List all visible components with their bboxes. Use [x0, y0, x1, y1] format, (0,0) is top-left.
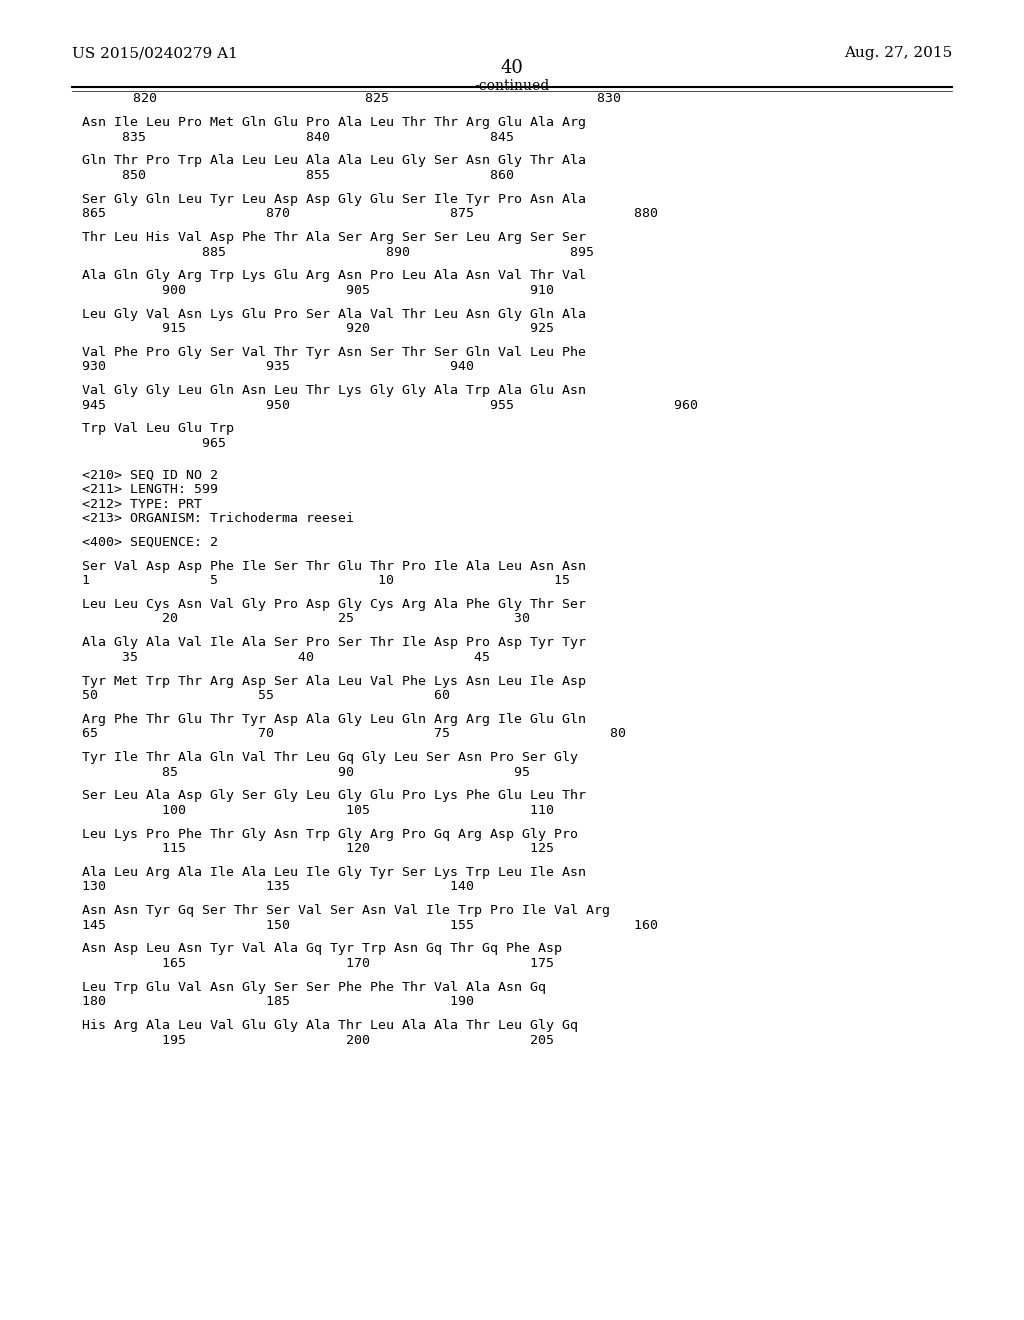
Text: Asn Asn Tyr Gq Ser Thr Ser Val Ser Asn Val Ile Trp Pro Ile Val Arg: Asn Asn Tyr Gq Ser Thr Ser Val Ser Asn V…: [82, 904, 610, 917]
Text: 180                    185                    190: 180 185 190: [82, 995, 474, 1008]
Text: 835                    840                    845: 835 840 845: [82, 131, 514, 144]
Text: 820                          825                          830: 820 825 830: [133, 92, 622, 106]
Text: 50                    55                    60: 50 55 60: [82, 689, 450, 702]
Text: <212> TYPE: PRT: <212> TYPE: PRT: [82, 498, 202, 511]
Text: 115                    120                    125: 115 120 125: [82, 842, 554, 855]
Text: 945                    950                         955                    960: 945 950 955 960: [82, 399, 698, 412]
Text: His Arg Ala Leu Val Glu Gly Ala Thr Leu Ala Ala Thr Leu Gly Gq: His Arg Ala Leu Val Glu Gly Ala Thr Leu …: [82, 1019, 578, 1032]
Text: Ala Leu Arg Ala Ile Ala Leu Ile Gly Tyr Ser Lys Trp Leu Ile Asn: Ala Leu Arg Ala Ile Ala Leu Ile Gly Tyr …: [82, 866, 586, 879]
Text: Arg Phe Thr Glu Thr Tyr Asp Ala Gly Leu Gln Arg Arg Ile Glu Gln: Arg Phe Thr Glu Thr Tyr Asp Ala Gly Leu …: [82, 713, 586, 726]
Text: 165                    170                    175: 165 170 175: [82, 957, 554, 970]
Text: Ser Gly Gln Leu Tyr Leu Asp Asp Gly Glu Ser Ile Tyr Pro Asn Ala: Ser Gly Gln Leu Tyr Leu Asp Asp Gly Glu …: [82, 193, 586, 206]
Text: 865                    870                    875                    880: 865 870 875 880: [82, 207, 657, 220]
Text: Asn Ile Leu Pro Met Gln Glu Pro Ala Leu Thr Thr Arg Glu Ala Arg: Asn Ile Leu Pro Met Gln Glu Pro Ala Leu …: [82, 116, 586, 129]
Text: US 2015/0240279 A1: US 2015/0240279 A1: [72, 46, 238, 61]
Text: 1               5                    10                    15: 1 5 10 15: [82, 574, 570, 587]
Text: 930                    935                    940: 930 935 940: [82, 360, 474, 374]
Text: Val Phe Pro Gly Ser Val Thr Tyr Asn Ser Thr Ser Gln Val Leu Phe: Val Phe Pro Gly Ser Val Thr Tyr Asn Ser …: [82, 346, 586, 359]
Text: 965: 965: [82, 437, 226, 450]
Text: Leu Lys Pro Phe Thr Gly Asn Trp Gly Arg Pro Gq Arg Asp Gly Pro: Leu Lys Pro Phe Thr Gly Asn Trp Gly Arg …: [82, 828, 578, 841]
Text: Thr Leu His Val Asp Phe Thr Ala Ser Arg Ser Ser Leu Arg Ser Ser: Thr Leu His Val Asp Phe Thr Ala Ser Arg …: [82, 231, 586, 244]
Text: 20                    25                    30: 20 25 30: [82, 612, 530, 626]
Text: Aug. 27, 2015: Aug. 27, 2015: [844, 46, 952, 61]
Text: 65                    70                    75                    80: 65 70 75 80: [82, 727, 626, 741]
Text: Ser Val Asp Asp Phe Ile Ser Thr Glu Thr Pro Ile Ala Leu Asn Asn: Ser Val Asp Asp Phe Ile Ser Thr Glu Thr …: [82, 560, 586, 573]
Text: Ser Leu Ala Asp Gly Ser Gly Leu Gly Glu Pro Lys Phe Glu Leu Thr: Ser Leu Ala Asp Gly Ser Gly Leu Gly Glu …: [82, 789, 586, 803]
Text: <210> SEQ ID NO 2: <210> SEQ ID NO 2: [82, 469, 218, 482]
Text: 145                    150                    155                    160: 145 150 155 160: [82, 919, 657, 932]
Text: <211> LENGTH: 599: <211> LENGTH: 599: [82, 483, 218, 496]
Text: <400> SEQUENCE: 2: <400> SEQUENCE: 2: [82, 536, 218, 549]
Text: Trp Val Leu Glu Trp: Trp Val Leu Glu Trp: [82, 422, 233, 436]
Text: Val Gly Gly Leu Gln Asn Leu Thr Lys Gly Gly Ala Trp Ala Glu Asn: Val Gly Gly Leu Gln Asn Leu Thr Lys Gly …: [82, 384, 586, 397]
Text: Ala Gly Ala Val Ile Ala Ser Pro Ser Thr Ile Asp Pro Asp Tyr Tyr: Ala Gly Ala Val Ile Ala Ser Pro Ser Thr …: [82, 636, 586, 649]
Text: 130                    135                    140: 130 135 140: [82, 880, 474, 894]
Text: 885                    890                    895: 885 890 895: [82, 246, 594, 259]
Text: Tyr Met Trp Thr Arg Asp Ser Ala Leu Val Phe Lys Asn Leu Ile Asp: Tyr Met Trp Thr Arg Asp Ser Ala Leu Val …: [82, 675, 586, 688]
Text: <213> ORGANISM: Trichoderma reesei: <213> ORGANISM: Trichoderma reesei: [82, 512, 354, 525]
Text: Leu Trp Glu Val Asn Gly Ser Ser Phe Phe Thr Val Ala Asn Gq: Leu Trp Glu Val Asn Gly Ser Ser Phe Phe …: [82, 981, 546, 994]
Text: Gln Thr Pro Trp Ala Leu Leu Ala Ala Leu Gly Ser Asn Gly Thr Ala: Gln Thr Pro Trp Ala Leu Leu Ala Ala Leu …: [82, 154, 586, 168]
Text: 35                    40                    45: 35 40 45: [82, 651, 489, 664]
Text: 40: 40: [501, 59, 523, 78]
Text: Ala Gln Gly Arg Trp Lys Glu Arg Asn Pro Leu Ala Asn Val Thr Val: Ala Gln Gly Arg Trp Lys Glu Arg Asn Pro …: [82, 269, 586, 282]
Text: 195                    200                    205: 195 200 205: [82, 1034, 554, 1047]
Text: Leu Leu Cys Asn Val Gly Pro Asp Gly Cys Arg Ala Phe Gly Thr Ser: Leu Leu Cys Asn Val Gly Pro Asp Gly Cys …: [82, 598, 586, 611]
Text: 100                    105                    110: 100 105 110: [82, 804, 554, 817]
Text: 915                    920                    925: 915 920 925: [82, 322, 554, 335]
Text: 900                    905                    910: 900 905 910: [82, 284, 554, 297]
Text: Asn Asp Leu Asn Tyr Val Ala Gq Tyr Trp Asn Gq Thr Gq Phe Asp: Asn Asp Leu Asn Tyr Val Ala Gq Tyr Trp A…: [82, 942, 562, 956]
Text: 85                    90                    95: 85 90 95: [82, 766, 530, 779]
Text: 850                    855                    860: 850 855 860: [82, 169, 514, 182]
Text: Tyr Ile Thr Ala Gln Val Thr Leu Gq Gly Leu Ser Asn Pro Ser Gly: Tyr Ile Thr Ala Gln Val Thr Leu Gq Gly L…: [82, 751, 578, 764]
Text: -continued: -continued: [474, 79, 550, 94]
Text: Leu Gly Val Asn Lys Glu Pro Ser Ala Val Thr Leu Asn Gly Gln Ala: Leu Gly Val Asn Lys Glu Pro Ser Ala Val …: [82, 308, 586, 321]
